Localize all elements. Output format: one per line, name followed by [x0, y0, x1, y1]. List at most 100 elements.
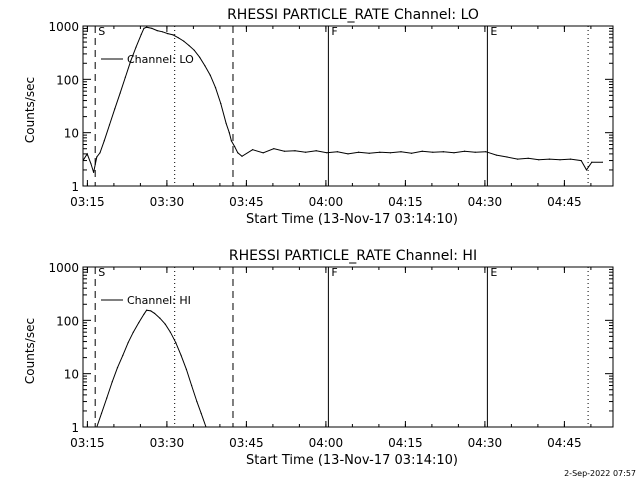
y-tick-label: 100 [56, 73, 79, 87]
data-point [200, 412, 202, 414]
y-tick-label: 10 [64, 127, 79, 141]
data-point [86, 153, 88, 155]
data-point [389, 152, 391, 154]
data-point [99, 152, 101, 154]
y-axis-label: Counts/sec [23, 318, 37, 384]
data-point [167, 33, 169, 35]
data-point [151, 27, 153, 29]
data-point [180, 354, 182, 356]
data-point [234, 145, 236, 148]
data-point [495, 154, 497, 156]
data-point [130, 60, 132, 62]
x-tick-label: 04:00 [309, 195, 344, 209]
x-tick-label: 03:15 [70, 436, 105, 450]
data-point [154, 312, 156, 314]
y-tick-label: 10 [64, 368, 79, 382]
data-point [159, 317, 161, 319]
data-point [464, 150, 466, 152]
data-point [241, 155, 243, 157]
data-point [570, 158, 572, 160]
data-point [124, 76, 126, 78]
data-point [205, 426, 207, 427]
data-point [262, 152, 264, 154]
data-point [400, 151, 402, 153]
event-marker-label: F [331, 25, 337, 38]
data-point [183, 40, 185, 42]
y-tick-label: 1 [71, 180, 79, 194]
data-point [146, 309, 148, 311]
data-point [188, 44, 190, 47]
data-point [177, 37, 179, 39]
data-point [132, 331, 134, 333]
legend-label: Channel: LO [127, 53, 194, 66]
data-point [294, 150, 296, 152]
data-point [411, 152, 413, 154]
data-point [119, 92, 121, 94]
x-tick-label: 04:45 [547, 195, 582, 209]
data-point [517, 158, 519, 160]
data-point [103, 140, 105, 142]
chart-title: RHESSI PARTICLE_RATE Channel: HI [229, 248, 477, 264]
data-point [336, 151, 338, 153]
data-point [442, 151, 444, 153]
data-point [106, 397, 108, 399]
x-tick-label: 04:00 [309, 436, 344, 450]
data-point [228, 132, 230, 134]
data-point [135, 46, 137, 48]
y-axis-label: Counts/sec [23, 77, 37, 143]
y-tick-label: 1 [71, 421, 79, 435]
panel-lo-channel: RHESSI PARTICLE_RATE Channel: LO 03:15 03:… [23, 7, 614, 227]
data-point [601, 161, 604, 163]
data-point [93, 171, 95, 173]
x-tick-label: 04:15 [388, 195, 423, 209]
data-point [538, 159, 540, 161]
data-point [559, 159, 561, 161]
data-point [193, 49, 195, 51]
x-tick-label: 03:15 [70, 195, 105, 209]
data-point [273, 148, 275, 150]
data-point [214, 87, 217, 89]
data-point [143, 313, 145, 315]
data-point [196, 401, 198, 403]
panel-hi-channel: RHESSI PARTICLE_RATE Channel: HI 03:15 03:… [23, 248, 614, 468]
data-point [358, 151, 360, 153]
data-point [585, 169, 588, 171]
data-point [146, 26, 148, 28]
data-series-line [96, 309, 207, 427]
data-point [453, 152, 455, 154]
event-marker-label: S [98, 25, 105, 38]
data-point [252, 149, 254, 151]
data-point [156, 30, 158, 32]
data-point [421, 150, 423, 152]
data-point [83, 160, 84, 162]
x-tick-label: 04:15 [388, 436, 423, 450]
data-point [591, 161, 593, 163]
data-point [580, 160, 582, 162]
data-point [326, 152, 328, 154]
data-point [209, 74, 211, 76]
x-tick-label: 03:30 [150, 436, 185, 450]
x-axis-label: Start Time (13-Nov-17 03:14:10) [246, 453, 458, 468]
data-point [191, 384, 193, 387]
data-point [127, 342, 129, 344]
x-tick-label: 04:30 [468, 436, 503, 450]
data-point [150, 310, 152, 312]
y-tick-label: 1000 [48, 261, 79, 275]
data-point [164, 323, 166, 325]
data-point [368, 152, 370, 154]
data-series-line [83, 26, 603, 173]
data-point [204, 65, 206, 67]
event-marker-label: E [490, 25, 497, 38]
plot-frame [82, 25, 614, 187]
data-point [108, 124, 111, 126]
x-axis-label: Start Time (13-Nov-17 03:14:10) [246, 212, 458, 227]
data-point [527, 157, 529, 159]
footer-timestamp: 2-Sep-2022 07:57 [564, 469, 636, 478]
data-point [225, 122, 227, 124]
data-point [100, 412, 103, 414]
y-tick-label: 100 [56, 314, 79, 328]
data-point [172, 34, 174, 36]
plot-frame [82, 266, 614, 428]
data-point [161, 31, 164, 33]
